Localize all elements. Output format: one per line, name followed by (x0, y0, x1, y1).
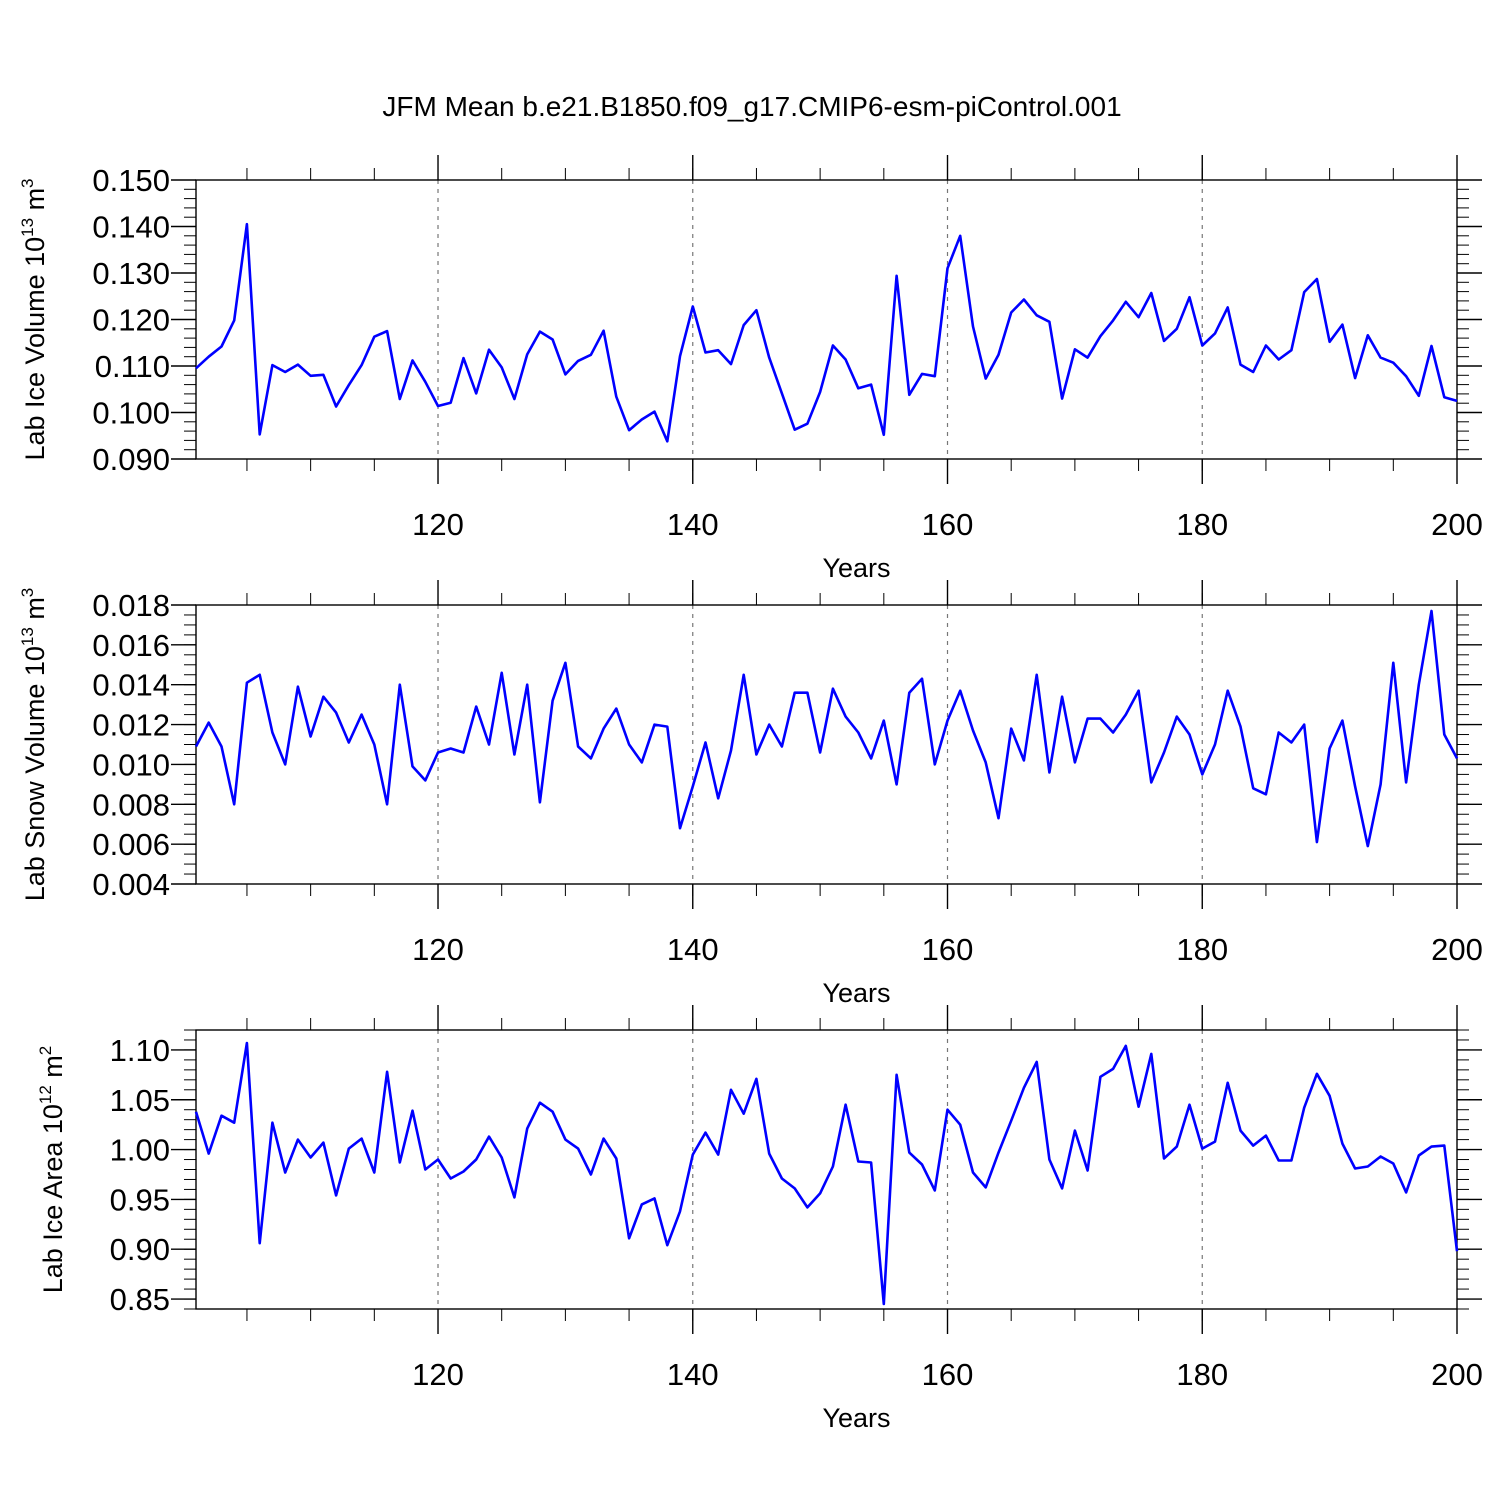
y-tick-label: 0.016 (92, 628, 170, 663)
x-tick-label: 160 (922, 507, 974, 542)
y-tick-label: 0.90 (110, 1232, 170, 1267)
y-axis-title-exponent: 12 (36, 1085, 55, 1104)
panels: 0.090 0.100 0.110 0.120 0.130 0.140 0.150 120 14… (18, 155, 1483, 1433)
y-tick-label: 0.140 (92, 210, 170, 245)
panel-ice-volume: 0.090 0.100 0.110 0.120 0.130 0.140 0.150 120 14… (18, 155, 1483, 583)
y-tick-label: 0.090 (92, 442, 170, 477)
plot-frame (195, 1029, 1458, 1310)
x-tick-label: 180 (1176, 932, 1228, 967)
x-tick-label: 140 (667, 932, 719, 967)
x-tick-label: 140 (667, 1357, 719, 1392)
y-axis-title-unit-exponent: 3 (18, 588, 37, 597)
y-tick-label: 0.110 (95, 349, 170, 384)
y-tick-label: 0.85 (110, 1282, 170, 1317)
y-axis-title-exponent: 13 (18, 627, 37, 646)
y-axis-title-base: Lab Ice Area 10 (38, 1104, 68, 1293)
x-tick-label: 120 (412, 507, 464, 542)
y-axis-title-base: Lab Ice Volume 10 (20, 237, 50, 461)
y-axis-title-unit: m (20, 188, 50, 218)
y-tick-label: 1.10 (110, 1033, 170, 1068)
y-axis-title-unit-exponent: 2 (36, 1046, 55, 1055)
y-axis-title-base: Lab Snow Volume 10 (20, 646, 50, 901)
x-tick-label: 200 (1431, 1357, 1483, 1392)
y-tick-label: 0.100 (92, 396, 170, 431)
x-tick-label: 140 (667, 507, 719, 542)
x-axis-title: Years (822, 553, 890, 583)
series-line (194, 609, 1459, 848)
x-tick-label: 200 (1431, 932, 1483, 967)
plot-frame (195, 604, 1458, 885)
y-tick-label: 0.014 (92, 668, 170, 703)
y-tick-label: 0.018 (92, 588, 170, 623)
x-tick-label: 160 (922, 932, 974, 967)
x-tick-label: 120 (412, 932, 464, 967)
y-tick-label: 0.010 (92, 747, 170, 782)
x-tick-label: 180 (1176, 1357, 1228, 1392)
series-line (195, 222, 1458, 443)
x-tick-label: 180 (1176, 507, 1228, 542)
y-axis-title-unit: m (20, 597, 50, 627)
y-axis-title-unit: m (38, 1055, 68, 1085)
y-axis-title: Lab Ice Volume 1013 m3 (18, 178, 50, 460)
panel-snow-volume: 0.004 0.006 0.008 0.010 0.012 0.014 0.016 0.018… (18, 580, 1483, 1008)
y-tick-label: 0.130 (92, 256, 170, 291)
y-tick-label: 1.00 (110, 1133, 170, 1168)
y-axis-title: Lab Ice Area 1012 m2 (36, 1046, 68, 1294)
x-tick-label: 120 (412, 1357, 464, 1392)
x-tick-label: 160 (922, 1357, 974, 1392)
series-line (194, 1041, 1459, 1306)
y-tick-label: 1.05 (110, 1083, 170, 1118)
x-axis-title: Years (822, 978, 890, 1008)
y-tick-label: 0.004 (92, 867, 170, 902)
figure-title: JFM Mean b.e21.B1850.f09_g17.CMIP6-esm-p… (382, 91, 1121, 122)
y-tick-label: 0.150 (92, 163, 170, 198)
x-tick-label: 200 (1431, 507, 1483, 542)
y-tick-label: 0.012 (92, 708, 170, 743)
y-axis-title-unit-exponent: 3 (18, 178, 37, 187)
plot-frame (195, 179, 1458, 460)
y-axis-title-exponent: 13 (18, 218, 37, 237)
y-tick-label: 0.120 (92, 303, 170, 338)
panel-ice-area: 0.85 0.90 0.95 1.00 1.05 1.10 120 140 160 180 200 Y… (36, 1005, 1483, 1433)
y-tick-label: 0.008 (92, 787, 170, 822)
y-axis-title: Lab Snow Volume 1013 m3 (18, 588, 50, 902)
y-tick-label: 0.95 (110, 1182, 170, 1217)
x-axis-title: Years (822, 1403, 890, 1433)
y-tick-label: 0.006 (92, 827, 170, 862)
